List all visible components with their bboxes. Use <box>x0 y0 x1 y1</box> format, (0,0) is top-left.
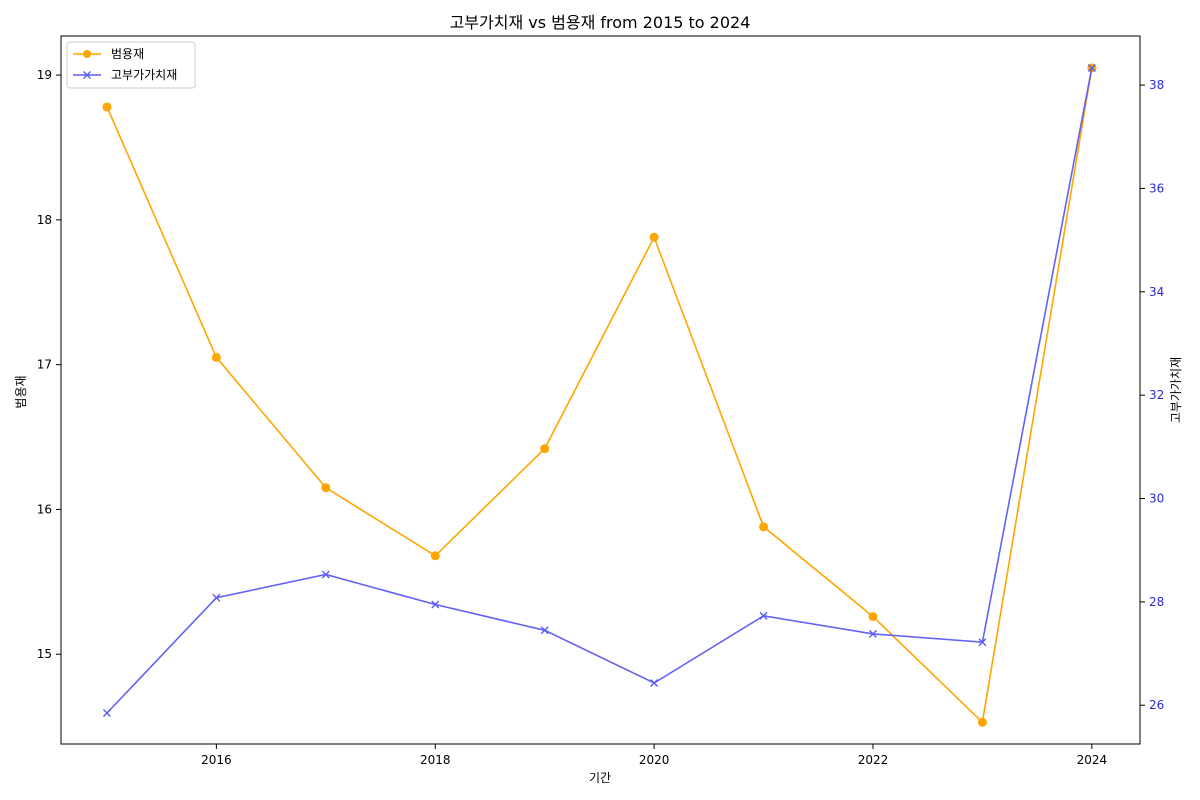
right-y-axis-label: 고부가가치재 <box>1169 357 1183 423</box>
left-y-tick-label: 17 <box>37 358 52 372</box>
legend: 범용재 고부가가치재 <box>66 41 196 89</box>
right-y-tick-label: 34 <box>1149 285 1164 299</box>
data-point <box>650 679 659 688</box>
data-point <box>978 638 987 647</box>
x-tick-label: 2022 <box>858 753 889 767</box>
data-point <box>430 551 440 561</box>
left-y-tick-label: 15 <box>37 647 52 661</box>
data-point <box>540 626 549 635</box>
chart-title: 고부가치재 vs 범용재 from 2015 to 2024 <box>450 13 751 32</box>
right-y-tick-label: 38 <box>1149 78 1164 92</box>
x-tick-label: 2020 <box>639 753 670 767</box>
series-line <box>106 67 1093 714</box>
data-point <box>759 522 769 532</box>
data-point <box>868 612 878 622</box>
data-point <box>1087 64 1096 73</box>
data-point <box>102 102 112 112</box>
left-y-tick-label: 16 <box>37 502 52 516</box>
right-y-tick-label: 32 <box>1149 388 1164 402</box>
left-y-tick-label: 18 <box>37 213 52 227</box>
data-point <box>649 232 659 242</box>
series-general-goods <box>102 63 1097 727</box>
x-tick-label: 2016 <box>201 753 232 767</box>
plot-area <box>60 35 1141 745</box>
data-point <box>321 483 331 493</box>
right-y-tick-label: 26 <box>1149 698 1164 712</box>
data-point <box>977 717 987 727</box>
legend-label-high-value: 고부가가치재 <box>111 68 177 82</box>
right-y-tick-label: 30 <box>1149 492 1164 506</box>
legend-marker-general <box>83 50 91 58</box>
data-point <box>759 611 768 620</box>
right-y-tick-label: 36 <box>1149 181 1164 195</box>
x-axis-ticks: 2016 2018 2020 2022 2024 <box>201 744 1107 767</box>
series-line <box>106 67 1093 724</box>
data-point <box>431 600 440 609</box>
data-point <box>868 629 877 638</box>
legend-marker-high-value <box>83 71 91 79</box>
right-y-tick-label: 28 <box>1149 595 1164 609</box>
series-high-value-goods <box>102 64 1096 717</box>
data-point <box>540 444 550 454</box>
x-tick-label: 2018 <box>420 753 451 767</box>
data-point <box>321 570 330 579</box>
left-y-tick-label: 19 <box>37 68 52 82</box>
x-axis-label: 기간 <box>589 771 611 785</box>
x-tick-label: 2024 <box>1077 753 1108 767</box>
right-y-axis-ticks: 26 28 30 32 34 36 38 <box>1140 78 1164 712</box>
legend-label-general: 범용재 <box>111 47 144 61</box>
data-point <box>212 593 221 602</box>
data-point <box>102 708 111 717</box>
left-y-axis-ticks: 15 16 17 18 19 <box>37 68 61 661</box>
left-y-axis-label: 범용재 <box>14 375 28 408</box>
data-point <box>211 352 221 362</box>
series-layer <box>102 63 1097 727</box>
